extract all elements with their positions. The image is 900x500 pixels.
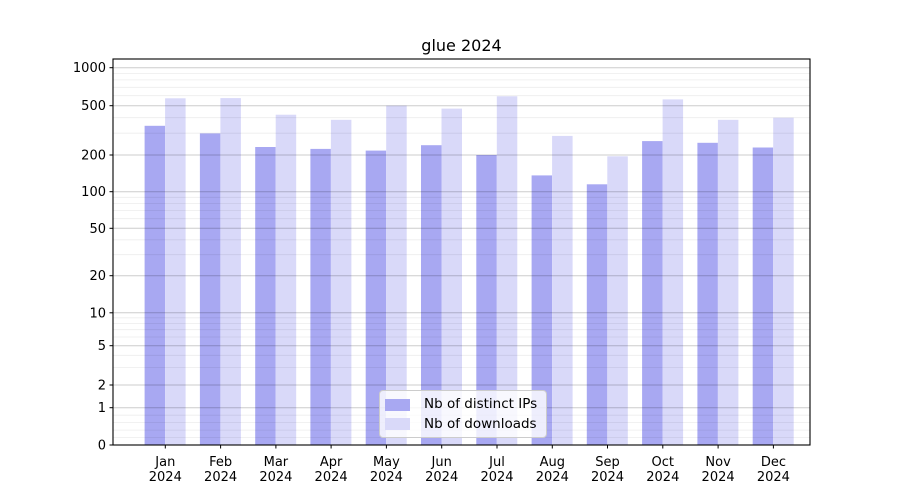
x-tick-label-year: 2024 bbox=[370, 470, 403, 485]
x-tick-label-month: May bbox=[373, 455, 400, 470]
bar-jul-distinct-ips bbox=[476, 155, 497, 445]
x-tick-label-month: Sep bbox=[595, 455, 620, 470]
bar-oct-distinct-ips bbox=[642, 141, 663, 445]
bar-sep-downloads bbox=[607, 156, 628, 446]
legend-item-downloads: Nb of downloads bbox=[385, 415, 537, 432]
bar-dec-distinct-ips bbox=[752, 147, 774, 445]
legend-item-distinct-ips: Nb of distinct IPs bbox=[385, 396, 538, 412]
y-tick-label: 5 bbox=[98, 339, 106, 354]
y-tick-label: 2 bbox=[98, 379, 106, 394]
legend-label-distinct-ips: Nb of distinct IPs bbox=[424, 396, 538, 412]
x-tick-label-month: Apr bbox=[320, 455, 343, 470]
x-tick-label-month: Jun bbox=[431, 455, 452, 470]
y-tick-label: 100 bbox=[81, 185, 106, 200]
plot-border bbox=[112, 58, 811, 446]
bar-mar-downloads bbox=[275, 114, 297, 445]
x-tick-label-month: Feb bbox=[209, 455, 232, 470]
x-tick-label-year: 2024 bbox=[480, 470, 513, 485]
x-tick-label-month: Jan bbox=[154, 455, 175, 470]
y-tick-label: 10 bbox=[89, 306, 106, 321]
x-tick-label-year: 2024 bbox=[204, 470, 237, 485]
x-tick-label-year: 2024 bbox=[425, 470, 458, 485]
bar-oct-downloads bbox=[662, 99, 684, 446]
legend: Nb of distinct IPs Nb of downloads bbox=[379, 390, 548, 438]
y-tick-label: 500 bbox=[81, 99, 106, 114]
y-tick-label: 50 bbox=[89, 222, 106, 237]
x-tick-label-month: Nov bbox=[705, 455, 731, 470]
bar-nov-downloads bbox=[717, 119, 739, 446]
x-tick-label-month: Jul bbox=[488, 455, 505, 470]
bar-nov-distinct-ips bbox=[697, 142, 718, 446]
x-tick-label-year: 2024 bbox=[591, 470, 624, 485]
bar-jan-downloads bbox=[165, 98, 186, 446]
y-tick-label: 0 bbox=[98, 439, 106, 454]
bar-dec-downloads bbox=[773, 117, 794, 445]
bar-jul-downloads bbox=[496, 96, 518, 446]
bar-aug-downloads bbox=[552, 135, 573, 445]
y-tick-label: 1 bbox=[98, 401, 106, 416]
x-tick-label-year: 2024 bbox=[315, 470, 348, 485]
bar-apr-distinct-ips bbox=[310, 148, 331, 445]
bar-may-distinct-ips bbox=[365, 150, 387, 445]
x-tick-label-year: 2024 bbox=[259, 470, 292, 485]
legend-swatch-distinct-ips bbox=[385, 398, 410, 411]
bar-feb-downloads bbox=[220, 98, 241, 445]
x-tick-label-year: 2024 bbox=[149, 470, 182, 485]
bar-apr-downloads bbox=[330, 119, 352, 446]
x-tick-label-month: Aug bbox=[540, 455, 565, 470]
chart-title: glue 2024 bbox=[421, 36, 502, 55]
legend-label-downloads: Nb of downloads bbox=[424, 415, 537, 432]
bar-may-downloads bbox=[386, 105, 407, 445]
x-tick-label-year: 2024 bbox=[536, 470, 569, 485]
bar-jun-distinct-ips bbox=[421, 145, 442, 445]
y-tick-label: 20 bbox=[89, 269, 106, 284]
bar-jan-distinct-ips bbox=[144, 125, 166, 446]
x-tick-label-year: 2024 bbox=[646, 470, 679, 485]
bar-mar-distinct-ips bbox=[255, 147, 276, 445]
legend-swatch-downloads bbox=[385, 418, 410, 431]
y-tick-label: 1000 bbox=[73, 61, 106, 76]
x-tick-label-year: 2024 bbox=[757, 470, 790, 485]
bar-feb-distinct-ips bbox=[199, 133, 221, 445]
x-tick-label-month: Dec bbox=[761, 455, 786, 470]
y-tick-label: 200 bbox=[81, 149, 106, 164]
bar-sep-distinct-ips bbox=[586, 184, 608, 446]
x-tick-label-year: 2024 bbox=[702, 470, 735, 485]
x-tick-label-month: Oct bbox=[652, 455, 674, 470]
bar-aug-distinct-ips bbox=[531, 175, 553, 445]
bar-jun-downloads bbox=[441, 108, 462, 445]
x-tick-label-month: Mar bbox=[264, 455, 289, 470]
